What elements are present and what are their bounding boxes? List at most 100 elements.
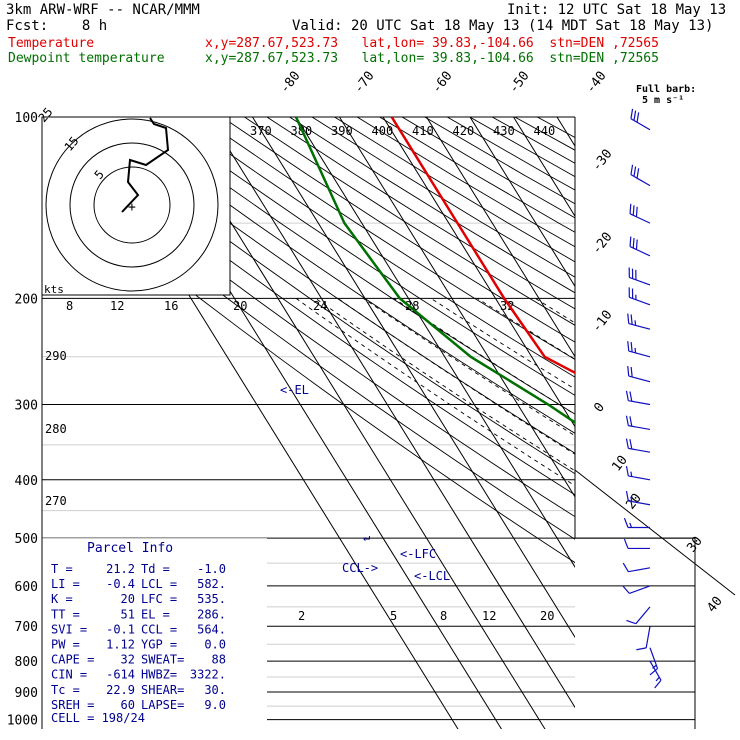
wind-barb — [625, 390, 651, 406]
wind-barb — [630, 108, 651, 131]
isotherm-line — [644, 117, 740, 732]
isotherm-label: -10 — [589, 308, 615, 336]
mixing-ratio-label: 2 — [298, 609, 305, 623]
lfc-marker: ↵ — [363, 530, 370, 544]
wind-barb — [627, 341, 651, 358]
parcel-value: 22.9 — [106, 683, 135, 697]
parcel-value: 21.2 — [106, 562, 135, 576]
hodograph-speed-label: 28 — [405, 299, 419, 313]
wind-barb-flag — [634, 320, 637, 326]
barb-legend-title: Full barb: — [636, 84, 696, 95]
wind-barb-staff — [630, 118, 651, 131]
wind-barb-flag — [627, 366, 630, 377]
wind-barb-flag — [625, 415, 629, 426]
wind-barb — [623, 517, 650, 529]
dry-adiabat-line — [63, 117, 575, 475]
dry-adiabat-line — [176, 117, 575, 378]
isotherm-label: 30 — [684, 534, 705, 556]
dry-adiabat-line — [537, 117, 575, 139]
parcel-row: Tc = 22.9 SHEAR= 30. — [51, 683, 226, 697]
isotherm-line — [208, 117, 575, 709]
pressure-label: 100 — [15, 111, 38, 126]
dry-adiabat-line — [514, 117, 575, 151]
isotherm-label: 40 — [704, 594, 725, 616]
hodograph-frame — [41, 116, 231, 296]
moist-adiabat-line — [605, 298, 740, 732]
level-annotation: <-EL — [280, 383, 309, 397]
isotherm-label: -30 — [589, 147, 615, 175]
wind-barb-staff — [630, 174, 651, 187]
dry-adiabat-line — [154, 117, 575, 396]
parcel-row: SVI = -0.1 CCL = 564. — [51, 622, 226, 636]
parcel-row: TT = 51 EL = 286. — [51, 607, 226, 621]
parcel-key: CIN = — [51, 668, 87, 682]
wind-barb-flag — [622, 562, 629, 572]
wind-barb — [625, 490, 651, 506]
dry-adiabat-line — [42, 134, 575, 518]
moist-adiabat-line — [477, 298, 575, 360]
dry-adiabat-line — [244, 117, 575, 326]
theta-label: 400 — [372, 124, 394, 138]
wind-barb-flag — [633, 110, 637, 121]
parcel-key: SWEAT= — [141, 653, 184, 667]
parcel-key: LI = — [51, 577, 80, 591]
isotherm-line — [426, 117, 575, 358]
mixing-ratio-label: 8 — [440, 609, 447, 623]
theta-label: 410 — [412, 124, 434, 138]
wind-barb-flag — [635, 206, 638, 217]
parcel-value: 3322. — [190, 668, 226, 682]
hodograph-speed-label: 24 — [313, 299, 327, 313]
parcel-value: 30. — [204, 683, 226, 697]
hodograph-speed-label: 20 — [233, 299, 247, 313]
level-annotation: <-LCL — [414, 569, 450, 583]
theta-label: 430 — [493, 124, 515, 138]
wind-barb-flag — [630, 341, 633, 353]
hodograph-ring — [93, 166, 171, 244]
moist-adiabat-line — [315, 298, 575, 472]
wind-barb-flag — [629, 236, 632, 247]
moist-adiabat-line — [673, 298, 740, 732]
parcel-key: SREH = — [51, 698, 94, 712]
wind-barb-staff — [629, 246, 651, 257]
wind-barb — [628, 267, 651, 286]
wind-barb-flag — [636, 168, 640, 179]
parcel-key: T = — [51, 562, 73, 576]
wind-barb — [623, 538, 650, 550]
dry-adiabat-label: 270 — [45, 494, 67, 508]
hodograph-trace — [121, 117, 170, 213]
wind-barb — [622, 585, 651, 594]
hodograph-units: kts — [44, 283, 64, 296]
isotherm-line — [731, 117, 740, 732]
dry-adiabat-line — [42, 153, 575, 540]
hodograph-speed-label: 16 — [164, 299, 178, 313]
dewpoint-location-info: x,y=287.67,523.73 lat,lon= 39.83,-104.66… — [205, 51, 659, 66]
wind-barb-flag — [625, 490, 629, 502]
level-annotation: <-LFC — [400, 547, 436, 561]
dewpoint-trace — [294, 117, 575, 425]
isotherm-line — [556, 117, 575, 147]
wind-barb — [636, 626, 651, 651]
wind-barb — [629, 236, 651, 257]
wind-barb-staff — [628, 322, 651, 330]
parcel-key: LFC = — [141, 592, 177, 606]
temperature-location-info: x,y=287.67,523.73 lat,lon= 39.83,-104.66… — [205, 36, 659, 51]
wind-barb-flag — [636, 112, 640, 123]
parcel-row: SREH = 60 LAPSE= 9.0 — [51, 698, 226, 712]
lower-panel-border — [575, 537, 696, 729]
wind-barb-flag — [649, 667, 658, 676]
theta-label: 440 — [534, 124, 556, 138]
wind-barb — [625, 438, 651, 453]
dry-adiabat-line — [199, 117, 575, 360]
isotherm-line — [339, 117, 575, 498]
dry-adiabat-line — [424, 117, 575, 205]
dry-adiabat-line — [42, 117, 575, 496]
dry-adiabat-line — [334, 117, 575, 263]
parcel-value: 0.0 — [204, 638, 226, 652]
pressure-label: 600 — [15, 580, 38, 595]
parcel-row: LI = -0.4 LCL = 582. — [51, 577, 226, 591]
parcel-key: Tc = — [51, 683, 80, 697]
wind-barb — [628, 287, 651, 306]
parcel-value: 60 — [121, 698, 135, 712]
isotherm-label: -80 — [277, 69, 303, 97]
dry-adiabat-label: 290 — [45, 349, 67, 363]
